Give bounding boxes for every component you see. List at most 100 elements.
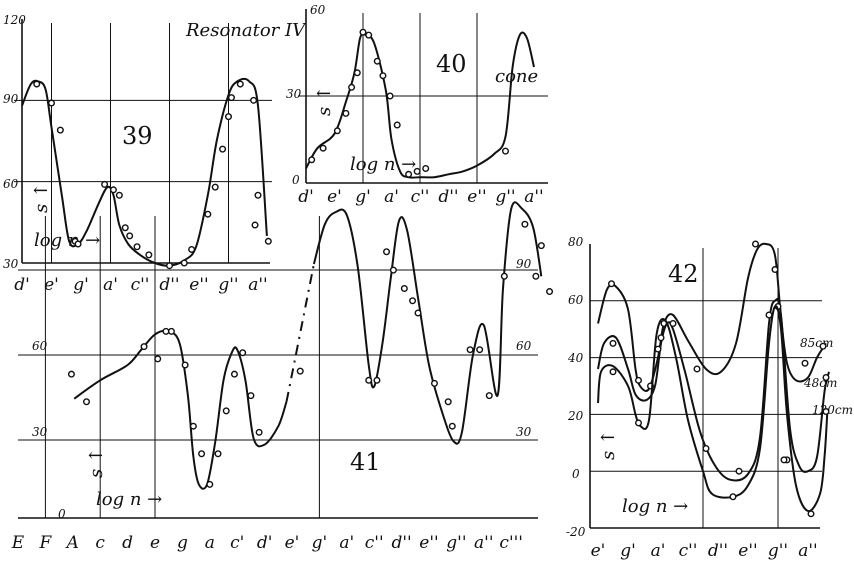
fig39-xtick-6: e'' <box>189 275 208 295</box>
fig42-xtick-1: g' <box>620 541 636 561</box>
fig41-point-23 <box>414 309 422 317</box>
fig39-ytick-120: 120 <box>3 13 26 27</box>
fig42-series-2-point-5 <box>780 456 788 464</box>
fig42-xtick-5: e'' <box>738 541 757 561</box>
figure-39: 120 90 60 30 Resonator IV 39 log n → s ↑… <box>3 13 307 295</box>
fig42-ytick-60: 60 <box>568 293 584 307</box>
fig40-point-6 <box>359 28 367 36</box>
fig40-xtick-4: c'' <box>411 187 430 207</box>
fig42-series-1-point-3 <box>702 444 710 452</box>
fig40-point-1 <box>319 144 327 152</box>
fig42-series-2-point-0 <box>609 368 617 376</box>
fig41-xtick-7: a <box>205 533 215 553</box>
fig41-point-11 <box>222 407 230 415</box>
fig39-xtick-2: g' <box>73 275 89 295</box>
fig39-xtick-5: d'' <box>159 275 179 295</box>
fig42-title: 42 <box>668 260 699 288</box>
figure-42: 80 60 40 20 0 -20 42 log n → s ↑ 85cm 48… <box>566 235 853 561</box>
fig40-xtick-6: e'' <box>467 187 486 207</box>
fig41-xtick-16: g'' <box>446 533 466 553</box>
fig42-ytick-20: 20 <box>567 409 584 423</box>
fig40-xtick-5: d'' <box>438 187 458 207</box>
fig41-point-33 <box>537 242 545 250</box>
fig41-point-6 <box>181 361 189 369</box>
fig41-point-17 <box>365 376 373 384</box>
fig41-title: 41 <box>350 448 381 476</box>
fig41-point-4 <box>162 327 170 335</box>
fig42-series-2-point-6 <box>807 510 815 518</box>
fig41-point-28 <box>476 346 484 354</box>
fig41-point-10 <box>214 450 222 458</box>
fig39-point-17 <box>219 145 227 153</box>
fig41-xtick-9: d' <box>257 533 273 553</box>
fig42-series-85cm: 85cm <box>800 336 833 350</box>
fig39-xtick-7: g'' <box>218 275 238 295</box>
fig42-series-1-line <box>597 298 830 482</box>
fig41-point-18 <box>373 376 381 384</box>
fig40-point-9 <box>379 72 387 80</box>
fig42-series-0-point-6 <box>771 266 779 274</box>
fig40-xtick-8: a'' <box>524 187 543 207</box>
fig39-title: 39 <box>122 122 153 150</box>
fig40-point-15 <box>502 147 510 155</box>
fig42-xtick-3: c'' <box>679 541 698 561</box>
fig41-point-19 <box>383 248 391 256</box>
fig39-xtick-0: d' <box>14 275 30 295</box>
fig42-series-0-point-5 <box>752 240 760 248</box>
fig41-xtick-15: e'' <box>419 533 438 553</box>
fig41-xtick-10: e' <box>285 533 300 553</box>
fig40-point-11 <box>393 121 401 129</box>
fig41-point-31 <box>521 220 529 228</box>
fig39-point-9 <box>126 232 134 240</box>
fig41-point-26 <box>448 422 456 430</box>
fig42-series-2-point-7 <box>822 408 830 416</box>
fig42-series-1-point-1 <box>657 334 665 342</box>
fig39-point-14 <box>188 245 196 253</box>
fig41-ytick-right-30: 30 <box>516 425 532 439</box>
fig39-xtick-1: e' <box>44 275 59 295</box>
fig41-point-34 <box>546 288 554 296</box>
fig40-ytick-0: 0 <box>292 173 300 187</box>
fig41-ytick-right-90: 90 <box>516 257 532 271</box>
fig41-point-14 <box>247 392 255 400</box>
fig39-xtick-3: a' <box>103 275 118 295</box>
fig41-xtick-6: g <box>177 533 188 553</box>
fig41-point-27 <box>466 346 474 354</box>
fig39-ytick-60: 60 <box>3 177 19 191</box>
fig39-xtick-8: a'' <box>248 275 267 295</box>
fig39-point-6 <box>109 186 117 194</box>
fig41-line-dashed <box>285 263 315 402</box>
fig41-xtick-8: c' <box>230 533 244 553</box>
fig39-point-21 <box>250 96 258 104</box>
fig41-point-3 <box>154 355 162 363</box>
fig42-series-1-point-2 <box>669 320 677 328</box>
fig39-line <box>21 77 268 267</box>
fig42-series-2-line <box>597 305 829 513</box>
fig42-ylabel: s ↑ <box>598 430 619 460</box>
fig41-xtick-5: e <box>150 533 160 553</box>
fig42-xlabel: log n → <box>622 496 688 517</box>
fig41-point-15 <box>255 428 263 436</box>
fig41-point-22 <box>409 297 417 305</box>
fig41-ylabel: s ↑ <box>86 448 107 478</box>
fig39-point-24 <box>264 237 272 245</box>
fig39-xtick-4: c'' <box>131 275 150 295</box>
fig42-series-2-point-3 <box>729 493 737 501</box>
fig40-point-2 <box>333 127 341 135</box>
fig41-ytick-right-60: 60 <box>516 339 532 353</box>
fig42-xtick-2: a' <box>651 541 666 561</box>
fig42-series-0-point-1 <box>635 376 643 384</box>
fig42-series-1-point-7 <box>822 373 830 381</box>
fig41-xtick-1: F <box>39 533 53 553</box>
fig41-point-0 <box>67 370 75 378</box>
fig39-ylabel: s ↑ <box>31 183 52 213</box>
fig39-ytick-90: 90 <box>3 92 19 106</box>
fig39-point-8 <box>121 224 129 232</box>
fig40-xtick-1: e' <box>327 187 342 207</box>
fig40-point-0 <box>308 156 316 164</box>
fig42-series-1-point-4 <box>735 467 743 475</box>
fig40-ytick-60: 60 <box>310 3 326 17</box>
fig41-xtick-3: c <box>95 533 105 553</box>
fig39-point-20 <box>236 80 244 88</box>
